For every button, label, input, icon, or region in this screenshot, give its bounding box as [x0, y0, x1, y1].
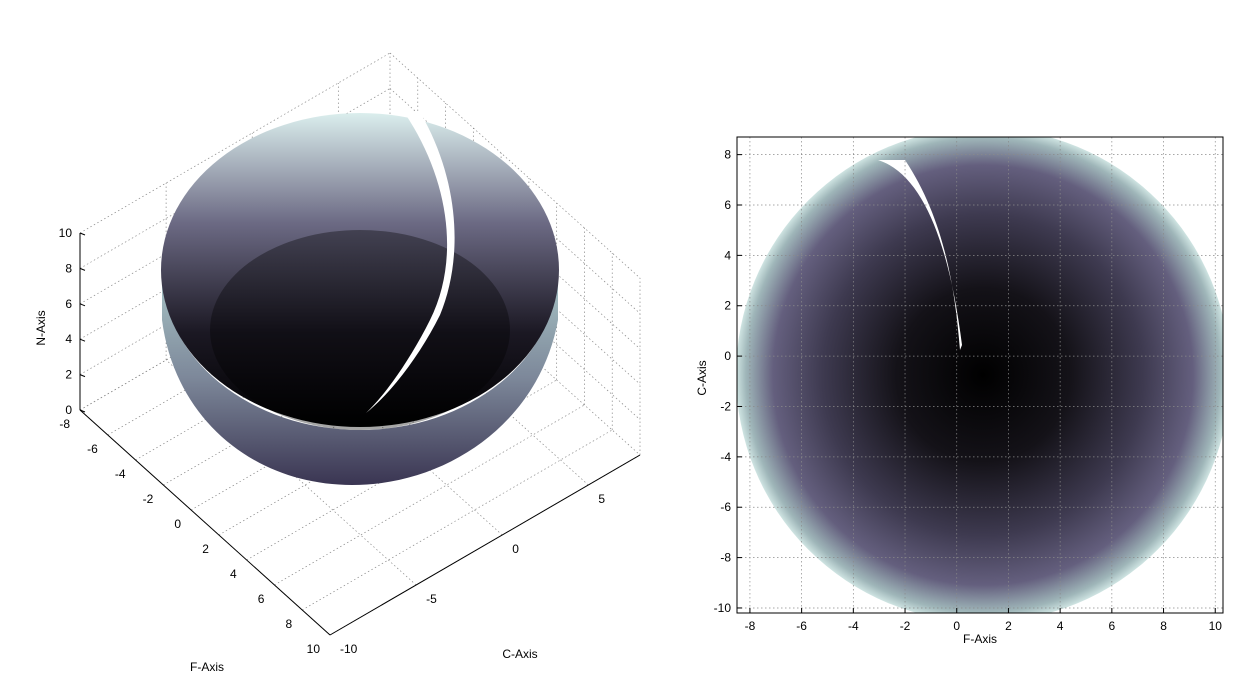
- axes-box-top: [736, 136, 1224, 614]
- tick-label-n: 10: [59, 226, 73, 240]
- tick-label-f: 6: [258, 592, 265, 606]
- grid-line-z: [389, 52, 641, 279]
- tick-label-x: -8: [745, 619, 756, 633]
- tick-label-y: 0: [724, 349, 731, 363]
- tick-label-n: 2: [65, 368, 72, 382]
- tick-label-x: -4: [848, 619, 859, 633]
- xlabel-3d: F-Axis: [190, 660, 224, 674]
- tick-label-x: 4: [1057, 619, 1064, 633]
- tick-label-y: 6: [724, 198, 731, 212]
- xlabel-top: F-Axis: [963, 632, 997, 646]
- tick-label-c: 0: [512, 542, 519, 556]
- tick-label-c: 5: [598, 492, 605, 506]
- zlabel-3d: N-Axis: [34, 310, 48, 345]
- tick-label-y: -2: [720, 399, 731, 413]
- grid-top: [737, 137, 1223, 613]
- ylabel-top: C-Axis: [695, 360, 709, 395]
- bowl-surface: [161, 112, 559, 485]
- crescent-slit-top: [878, 160, 962, 350]
- tick-label-y: -10: [714, 601, 732, 615]
- tick-label-x: 2: [1005, 619, 1012, 633]
- tick-label-f: 4: [230, 567, 237, 581]
- tick-label-x: -2: [900, 619, 911, 633]
- tick-label-x: 0: [953, 619, 960, 633]
- tick-label-c: -5: [426, 592, 437, 606]
- axis-ticks-3d: -8 -6 -4 -2 0 2 4 6 8 10 -10 -5 0 5 0 2 4 6 8 10: [59, 226, 606, 656]
- tick-label-f: -2: [143, 492, 154, 506]
- tick-label-f: 0: [174, 517, 181, 531]
- tick-label-x: 6: [1108, 619, 1115, 633]
- tick-label-x: -6: [796, 619, 807, 633]
- chart-top-view: -8 -6 -4 -2 0 2 4 6 8 10 8 6 4 2 0 -2 -4 -6 -8 -10 F-Axis C…: [695, 136, 1224, 646]
- axis-ticks-top: -8 -6 -4 -2 0 2 4 6 8 10 8 6 4 2 0 -2 -4 -6 -8 -10: [714, 148, 1223, 633]
- tick-label-n: 6: [65, 297, 72, 311]
- tick-label-n: 4: [65, 332, 72, 346]
- tick-label-n: 0: [65, 403, 72, 417]
- tick-label-y: -8: [720, 551, 731, 565]
- tick-label-y: -4: [720, 450, 731, 464]
- tick-label-y: 8: [724, 148, 731, 162]
- disk-surface: [737, 137, 1223, 613]
- tick-label-f: 2: [202, 542, 209, 556]
- tick-label-f: -6: [87, 442, 98, 456]
- tick-label-f: 10: [307, 642, 321, 656]
- tick-label-f: -4: [115, 467, 126, 481]
- ylabel-3d: C-Axis: [502, 647, 537, 661]
- tick-label-c: -10: [340, 642, 358, 656]
- tick-label-f: -8: [59, 417, 70, 431]
- tick-label-y: -6: [720, 500, 731, 514]
- tick-label-n: 8: [65, 261, 72, 275]
- tick-label-y: 2: [724, 299, 731, 313]
- tick-label-x: 10: [1209, 619, 1223, 633]
- tick-label-x: 8: [1160, 619, 1167, 633]
- tick-label-f: 8: [286, 617, 293, 631]
- chart-3d-view: -8 -6 -4 -2 0 2 4 6 8 10 -10 -5 0 5 0 2 4 6 8 10 N-Axis F-A…: [34, 52, 641, 674]
- tick-label-y: 4: [724, 248, 731, 262]
